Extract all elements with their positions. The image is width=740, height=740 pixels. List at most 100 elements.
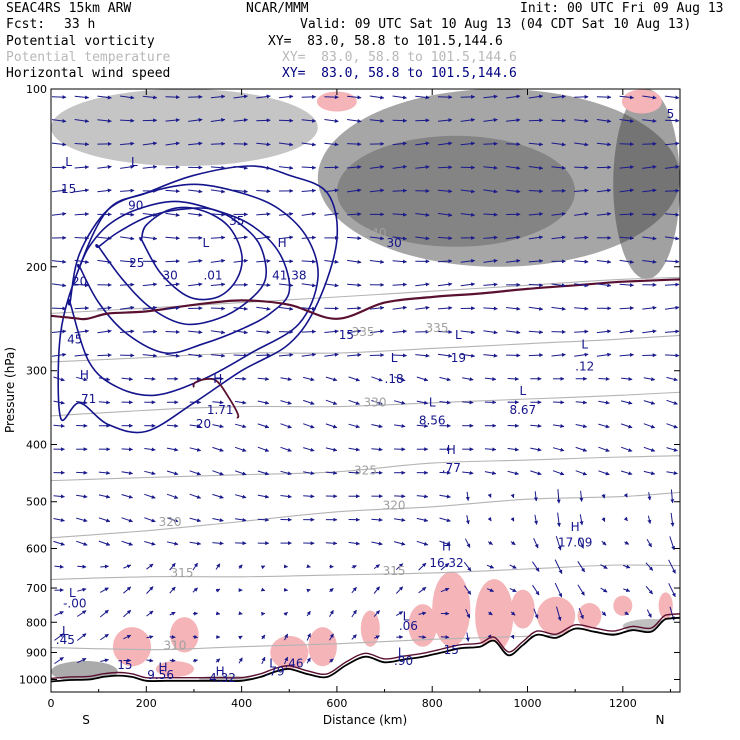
- wind-vector: [394, 494, 406, 499]
- wind-vector: [188, 212, 203, 217]
- wind-vector: [51, 188, 67, 193]
- wind-vector: [554, 582, 563, 598]
- wind-vector: [645, 562, 654, 571]
- wind-vector: [284, 633, 289, 641]
- wind-vector: [142, 305, 158, 310]
- y-tick-label: 200: [26, 261, 47, 274]
- wind-vector: [97, 305, 112, 310]
- wind-vector: [418, 635, 427, 640]
- wind-vector: [483, 353, 498, 358]
- contour-label: 16.32: [429, 556, 463, 570]
- wind-vector: [165, 353, 180, 358]
- init-time: Init: 00 UTC Fri 09 Aug 13: [520, 1, 724, 16]
- wind-vector: [210, 141, 226, 146]
- wind-vector: [437, 236, 453, 241]
- wind-vector: [575, 446, 588, 452]
- wind-vector: [324, 352, 339, 357]
- wind-vector: [212, 446, 224, 452]
- theta-contour-320: [51, 490, 680, 539]
- wind-vector: [601, 517, 606, 522]
- wind-vector: [351, 609, 357, 618]
- wind-vector: [278, 352, 294, 357]
- wind-vector: [260, 587, 266, 592]
- wind-vector: [643, 377, 656, 382]
- wind-vector: [373, 610, 380, 617]
- wind-vector: [303, 399, 315, 405]
- wind-vector: [348, 541, 360, 546]
- speed-contour-30: [95, 207, 268, 326]
- wind-vector: [510, 611, 516, 616]
- speed-shade-region: [613, 89, 680, 280]
- contour-label: 41.38: [272, 268, 306, 282]
- contour-label: 15: [444, 643, 459, 657]
- wind-vector: [510, 634, 515, 640]
- wind-vector: [278, 211, 294, 216]
- wind-vector: [189, 470, 202, 476]
- contour-label: 20: [196, 417, 211, 431]
- wind-vector: [234, 423, 247, 429]
- wind-vector: [100, 564, 109, 569]
- wind-vector: [192, 587, 198, 593]
- wind-vector: [120, 282, 135, 287]
- contour-label: 340: [364, 226, 387, 240]
- wind-vector: [329, 609, 334, 618]
- wind-vector: [369, 329, 385, 334]
- wind-vector: [189, 447, 202, 452]
- north-end-label: N: [656, 713, 665, 727]
- contour-label: L: [203, 236, 210, 250]
- wind-vector: [278, 306, 294, 311]
- wind-vector: [369, 95, 385, 100]
- x-tick-label: 0: [48, 697, 55, 710]
- wind-vector: [54, 633, 64, 641]
- wind-vector: [578, 537, 584, 549]
- contour-label: 315: [383, 564, 406, 578]
- wind-vector: [392, 236, 407, 241]
- contour-label: 15: [61, 182, 76, 196]
- wind-vector: [325, 470, 338, 475]
- wind-vector: [551, 142, 566, 147]
- wind-vector: [76, 400, 88, 405]
- wind-vector: [510, 541, 516, 546]
- wind-vector: [487, 516, 492, 522]
- wind-vector: [166, 470, 179, 476]
- wind-vector: [507, 447, 519, 452]
- pv-patch: [475, 579, 514, 653]
- wind-vector: [351, 586, 357, 594]
- contour-label: 90: [128, 199, 143, 213]
- wind-vector: [146, 610, 154, 617]
- wind-vector: [76, 633, 87, 641]
- wind-vector: [574, 165, 589, 170]
- wind-vector: [416, 376, 429, 382]
- wind-vector: [301, 306, 317, 311]
- wind-vector: [393, 376, 406, 382]
- wind-vector: [53, 376, 65, 382]
- contour-label: L: [269, 657, 276, 671]
- contour-label: H: [442, 540, 451, 554]
- wind-vector: [74, 306, 90, 311]
- wind-vector: [301, 283, 317, 288]
- axes: 0 200 400 600 800 1000 1200 100 200 300 400 500 600 7…: [19, 83, 680, 710]
- wind-vector: [97, 118, 112, 123]
- wind-vector: [464, 538, 471, 548]
- wind-vector: [552, 447, 565, 452]
- wind-vector: [165, 236, 180, 241]
- wind-vector: [301, 211, 317, 216]
- wind-vector: [371, 447, 383, 452]
- wind-vector: [574, 352, 589, 357]
- wind-vector: [166, 541, 179, 546]
- wind-vector: [601, 494, 606, 499]
- wind-vector: [142, 141, 158, 146]
- wind-vector: [460, 330, 476, 335]
- wind-vector: [596, 119, 612, 123]
- wind-vector: [54, 611, 64, 616]
- wind-vector: [238, 564, 243, 569]
- contour-label: 15: [117, 658, 132, 672]
- contour-label: .01: [203, 268, 222, 282]
- wind-vector: [99, 609, 109, 618]
- wind-vector: [303, 423, 315, 429]
- wind-vector: [574, 283, 589, 288]
- wind-vector: [483, 165, 498, 170]
- wind-vector: [235, 400, 247, 405]
- wind-vector: [280, 377, 292, 382]
- wind-vector: [142, 212, 158, 217]
